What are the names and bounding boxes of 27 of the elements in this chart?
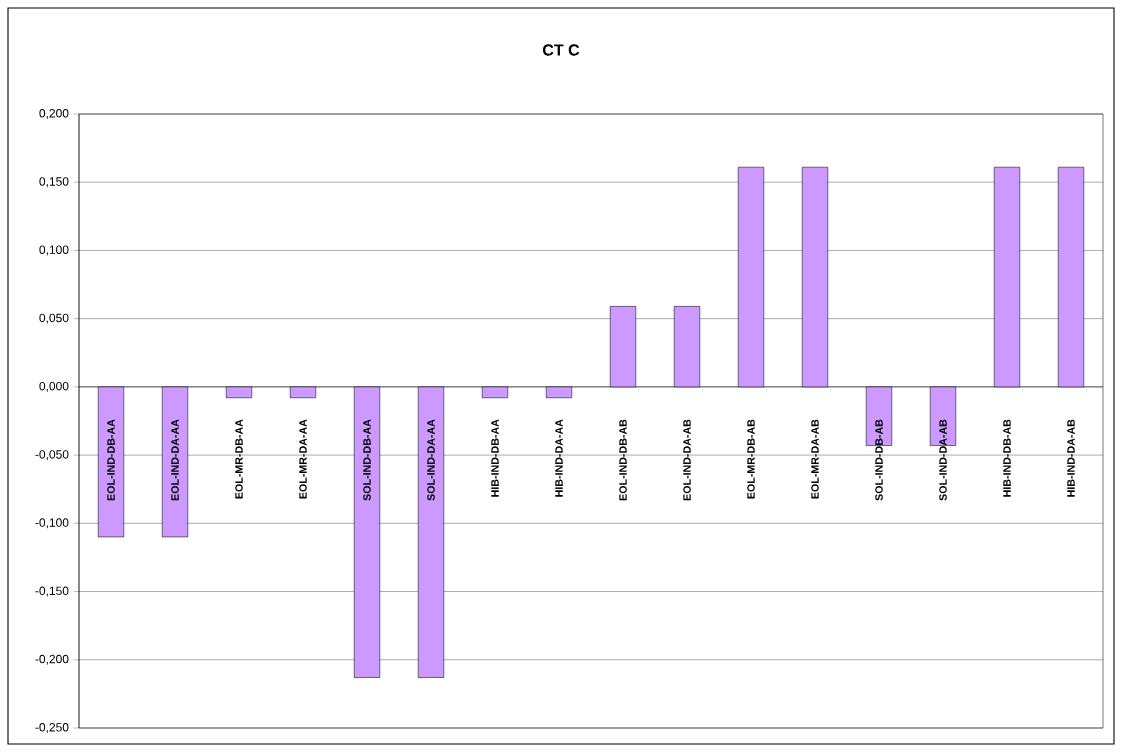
x-tick-label: EOL-MR-DB-AA bbox=[235, 419, 243, 499]
y-tick-label: -0,250 bbox=[35, 723, 69, 733]
x-tick-label: EOL-IND-DA-AB bbox=[683, 419, 691, 501]
x-tick-label: SOL-IND-DB-AB bbox=[875, 419, 883, 501]
y-tick-label: 0,100 bbox=[39, 245, 69, 256]
y-tick-label: -0,050 bbox=[35, 450, 69, 461]
y-tick-label: -0,100 bbox=[35, 518, 69, 529]
x-tick-label: SOL-IND-DB-AA bbox=[363, 419, 371, 501]
y-tick-label: -0,150 bbox=[35, 586, 69, 597]
x-tick-label: EOL-MR-DA-AB bbox=[811, 419, 819, 499]
chart-title: CT C bbox=[542, 44, 580, 56]
x-tick-label: HIB-IND-DA-AA bbox=[555, 419, 563, 497]
y-tick-label: 0,050 bbox=[39, 313, 69, 324]
y-tick-label: 0,200 bbox=[39, 109, 69, 119]
x-tick-label: SOL-IND-DA-AA bbox=[427, 419, 435, 501]
x-tick-label: EOL-IND-DB-AB bbox=[619, 419, 627, 501]
y-tick-label: 0,000 bbox=[39, 381, 69, 392]
x-tick-label: EOL-MR-DB-AB bbox=[747, 419, 755, 499]
x-tick-label: HIB-IND-DB-AA bbox=[491, 419, 499, 497]
x-tick-label: HIB-IND-DB-AB bbox=[1003, 419, 1011, 497]
y-tick-label: 0,150 bbox=[39, 177, 69, 188]
x-tick-label: HIB-IND-DA-AB bbox=[1067, 419, 1075, 497]
x-tick-label: EOL-MR-DA-AA bbox=[299, 419, 307, 499]
x-tick-label: SOL-IND-DA-AB bbox=[939, 419, 947, 501]
x-tick-label: EOL-IND-DA-AA bbox=[171, 419, 179, 501]
y-tick-label: -0,200 bbox=[35, 654, 69, 665]
x-tick-label: EOL-IND-DB-AA bbox=[107, 419, 115, 501]
